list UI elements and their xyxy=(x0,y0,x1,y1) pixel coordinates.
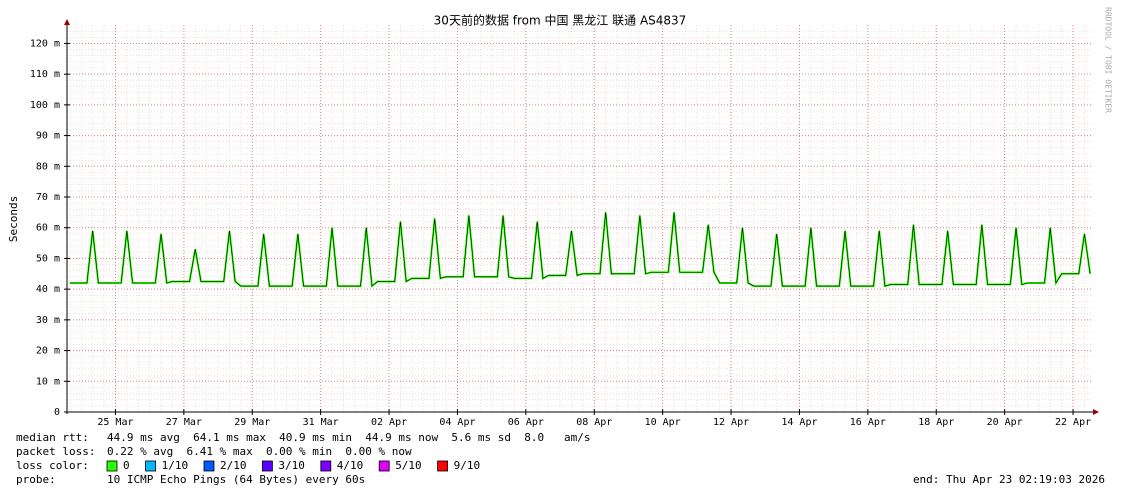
y-tick-label: 30 m xyxy=(36,315,60,326)
loss-color-label: 4/10 xyxy=(337,459,364,472)
probe-text: 10 ICMP Echo Pings (64 Bytes) every 60s xyxy=(107,473,365,486)
end-time: end: Thu Apr 23 02:19:03 2026 xyxy=(913,473,1105,486)
loss-swatch xyxy=(106,460,118,472)
x-tick-label: 16 Apr xyxy=(850,417,886,428)
x-axis-arrow xyxy=(1093,409,1099,415)
x-tick-label: 18 Apr xyxy=(918,417,954,428)
y-tick-label: 10 m xyxy=(36,376,60,387)
y-tick-label: 120 m xyxy=(30,38,60,49)
x-tick-label: 29 Mar xyxy=(234,417,270,428)
loss-label: loss color: xyxy=(16,459,89,472)
grid xyxy=(67,25,1093,413)
loss-swatch xyxy=(378,460,390,472)
chart-title: 30天前的数据 from 中国 黑龙江 联通 AS4837 xyxy=(434,13,687,28)
loss-swatch xyxy=(261,460,273,472)
stat-text: 44.9 ms avg 64.1 ms max 40.9 ms min 44.9… xyxy=(107,431,590,444)
loss-swatch xyxy=(145,460,157,472)
x-tick-label: 04 Apr xyxy=(439,417,475,428)
y-tick-label: 0 xyxy=(54,407,60,418)
y-tick-label: 60 m xyxy=(36,223,60,234)
x-tick-label: 02 Apr xyxy=(371,417,407,428)
labels: 0 10 m 20 m 30 m 40 m 50 m 60 m 70 m 80 m 90 m 100… xyxy=(30,38,1091,428)
loss-swatch xyxy=(437,460,449,472)
loss-color-label: 2/10 xyxy=(220,459,247,472)
x-tick-label: 27 Mar xyxy=(166,417,202,428)
y-tick-label: 70 m xyxy=(36,192,60,203)
plot xyxy=(69,212,1092,289)
y-tick-label: 80 m xyxy=(36,161,60,172)
loss-color-label: 0 xyxy=(123,459,130,472)
stat-label: median rtt: xyxy=(16,431,89,444)
y-tick-label: 90 m xyxy=(36,131,60,142)
x-tick-label: 06 Apr xyxy=(508,417,544,428)
watermark: RRDTOOL / TOBI OETIKER xyxy=(1104,7,1113,113)
loss-color-label: 1/10 xyxy=(162,459,189,472)
y-tick-label: 110 m xyxy=(30,69,60,80)
x-tick-label: 12 Apr xyxy=(713,417,749,428)
loss-color-label: 5/10 xyxy=(395,459,422,472)
loss-color-label: 9/10 xyxy=(454,459,481,472)
x-tick-label: 20 Apr xyxy=(987,417,1023,428)
x-tick-label: 31 Mar xyxy=(303,417,339,428)
probe-label: probe: xyxy=(16,473,56,486)
stat-label: packet loss: xyxy=(16,445,95,458)
x-tick-label: 10 Apr xyxy=(645,417,681,428)
y-axis-label: Seconds xyxy=(7,196,20,242)
y-tick-label: 40 m xyxy=(36,284,60,295)
x-tick-label: 25 Mar xyxy=(97,417,133,428)
y-axis-arrow xyxy=(64,19,70,25)
footer: median rtt: 44.9 ms avg 64.1 ms max 40.9 … xyxy=(16,431,1105,486)
rtt-line-core xyxy=(69,212,1091,287)
y-tick-label: 20 m xyxy=(36,346,60,357)
loss-swatch xyxy=(320,460,332,472)
loss-swatch xyxy=(203,460,215,472)
y-tick-label: 100 m xyxy=(30,100,60,111)
stat-text: 0.22 % avg 6.41 % max 0.00 % min 0.00 % … xyxy=(107,445,412,458)
loss-color-label: 3/10 xyxy=(278,459,305,472)
y-tick-label: 50 m xyxy=(36,253,60,264)
x-tick-label: 14 Apr xyxy=(781,417,817,428)
x-tick-label: 22 Apr xyxy=(1055,417,1091,428)
x-tick-label: 08 Apr xyxy=(576,417,612,428)
